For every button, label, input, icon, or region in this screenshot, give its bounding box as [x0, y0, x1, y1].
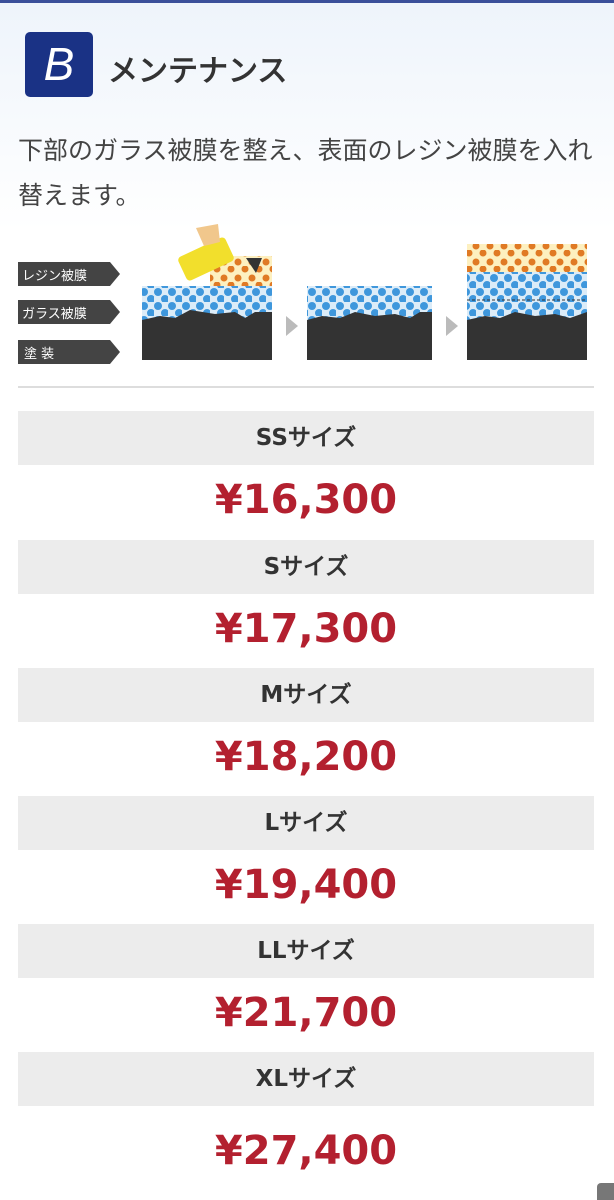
price-row-xl: XLサイズ ¥27,400 — [18, 1052, 594, 1196]
panel-before — [142, 224, 272, 360]
price-value: ¥18,200 — [214, 734, 398, 780]
price-row-ss: SSサイズ ¥16,300 — [18, 411, 594, 539]
price-row-s: Sサイズ ¥17,300 — [18, 540, 594, 668]
price-value: ¥21,700 — [214, 990, 398, 1036]
divider — [18, 386, 594, 388]
size-label: Mサイズ — [18, 668, 594, 722]
size-label: Lサイズ — [18, 796, 594, 850]
svg-text:ガラス被膜: ガラス被膜 — [22, 307, 87, 322]
section-description: 下部のガラス被膜を整え、表面のレジン被膜を入れ替えます。 — [18, 136, 593, 210]
maintenance-diagram: レジン被膜 ガラス被膜 塗 装 — [18, 224, 587, 364]
layer-label-glass: ガラス被膜 — [18, 300, 120, 324]
layer-label-paint: 塗 装 — [18, 340, 120, 364]
size-label: LLサイズ — [18, 924, 594, 978]
svg-text:レジン被膜: レジン被膜 — [22, 269, 87, 284]
arrow-icon — [446, 316, 458, 336]
scroll-to-top-button[interactable] — [597, 1183, 614, 1200]
price-value: ¥19,400 — [214, 862, 398, 908]
price-row-ll: LLサイズ ¥21,700 — [18, 924, 594, 1052]
svg-text:塗 装: 塗 装 — [24, 346, 54, 362]
price-row-m: Mサイズ ¥18,200 — [18, 668, 594, 796]
section-title: メンテナンス — [108, 54, 288, 89]
panel-after — [467, 244, 587, 360]
layer-label-resin: レジン被膜 — [18, 262, 120, 286]
size-label: Sサイズ — [18, 540, 594, 594]
top-border — [0, 0, 614, 3]
panel-middle — [307, 286, 432, 360]
arrow-icon — [286, 316, 298, 336]
size-label: XLサイズ — [18, 1052, 594, 1106]
price-row-l: Lサイズ ¥19,400 — [18, 796, 594, 924]
price-value: ¥17,300 — [214, 606, 398, 652]
price-value: ¥27,400 — [214, 1128, 398, 1174]
price-value: ¥16,300 — [214, 477, 398, 523]
size-label: SSサイズ — [18, 411, 594, 465]
section-badge: B — [25, 32, 93, 97]
